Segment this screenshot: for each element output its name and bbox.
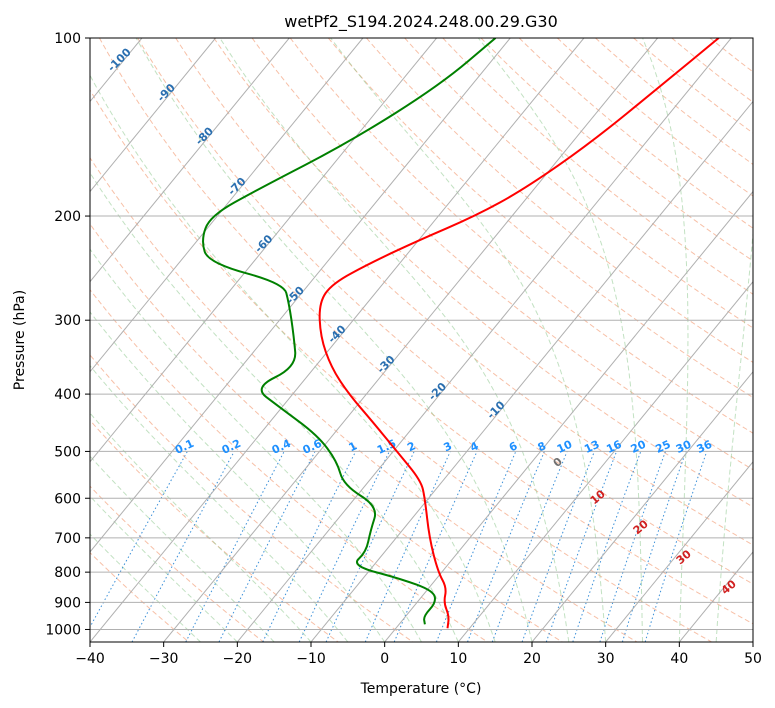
y-axis: 100 200 300 400 500 600 700 800 900 1000 xyxy=(45,31,90,638)
x-axis-label: Temperature (°C) xyxy=(360,681,482,697)
y-tick-label: 200 xyxy=(54,209,81,225)
grid-lines xyxy=(90,38,753,642)
moist-adiabat xyxy=(90,74,496,642)
y-tick-label: 700 xyxy=(54,531,81,547)
mixing-ratio-line xyxy=(467,451,545,642)
y-tick-label: 800 xyxy=(54,565,81,581)
x-tick-label: −20 xyxy=(223,651,253,667)
y-tick-label: 500 xyxy=(54,444,81,460)
moist-adiabat xyxy=(715,228,753,642)
y-tick-label: 300 xyxy=(54,313,81,329)
y-tick-label: 100 xyxy=(54,31,81,47)
x-tick-label: −30 xyxy=(149,651,179,667)
isotherm xyxy=(90,38,216,193)
mixing-ratio-line xyxy=(599,451,666,642)
y-tick-label: 400 xyxy=(54,387,81,403)
dry-adiabat xyxy=(518,38,753,229)
isotherm xyxy=(90,38,511,553)
thermodynamic-background xyxy=(90,38,753,642)
mixing-ratio-line xyxy=(90,451,188,629)
y-tick-label: 1000 xyxy=(45,622,81,638)
dry-adiabat xyxy=(90,156,638,642)
moist-adiabat xyxy=(90,364,349,642)
dewpoint-profile-line xyxy=(202,38,497,625)
mixing-ratio-line xyxy=(644,451,708,642)
x-tick-label: 0 xyxy=(380,651,389,667)
mixing-ratio-line xyxy=(621,451,687,642)
moist-adiabat xyxy=(90,412,312,642)
mixing-ratio-label: 25 xyxy=(653,438,672,456)
isotherm xyxy=(236,38,732,642)
mixing-ratio-line xyxy=(572,451,642,642)
x-axis: −40 −30 −20 −10 0 10 20 30 40 50 xyxy=(75,642,762,667)
x-tick-label: 40 xyxy=(670,651,688,667)
mixing-ratio-label: 30 xyxy=(674,438,694,456)
mixing-ratio-label: 16 xyxy=(604,438,624,456)
isotherm xyxy=(457,280,753,642)
isotherm xyxy=(163,38,658,642)
moist-adiabat xyxy=(330,38,607,642)
plot-frame xyxy=(89,37,754,643)
x-tick-label: 10 xyxy=(449,651,467,667)
x-tick-label: −40 xyxy=(75,651,105,667)
isotherm xyxy=(310,100,753,642)
mixing-ratio-line xyxy=(364,451,451,642)
dry-adiabat xyxy=(366,38,753,363)
dry-adiabat xyxy=(442,38,753,295)
chart-title: wetPf2_S194.2024.248.00.29.G30 xyxy=(284,12,558,32)
moist-adiabat xyxy=(135,38,533,642)
mixing-ratio-label: 13 xyxy=(582,438,601,456)
y-tick-label: 900 xyxy=(54,595,81,611)
y-axis-label: Pressure (hPa) xyxy=(12,290,28,390)
mixing-ratio-label: 20 xyxy=(629,438,649,456)
isotherm xyxy=(531,370,753,642)
isotherm xyxy=(384,190,753,642)
moist-adiabat xyxy=(90,248,422,642)
isotherm xyxy=(90,38,364,373)
moist-adiabat xyxy=(90,311,386,642)
dry-adiabat xyxy=(556,38,753,197)
isotherm xyxy=(605,461,753,642)
mixing-ratio-line xyxy=(545,451,618,642)
dry-adiabat xyxy=(328,38,753,399)
dry-adiabat xyxy=(251,38,753,471)
x-tick-label: 20 xyxy=(523,651,541,667)
moist-adiabat xyxy=(642,38,689,642)
mixing-ratio-line xyxy=(435,451,517,642)
isotherm xyxy=(90,38,290,283)
x-tick-label: 30 xyxy=(597,651,615,667)
temperature-profile-line xyxy=(318,38,720,629)
mixing-ratio-line xyxy=(131,451,235,642)
moist-adiabat xyxy=(477,38,643,642)
dry-adiabat xyxy=(90,223,563,642)
mixing-ratio-label: 36 xyxy=(695,438,715,456)
y-tick-label: 600 xyxy=(54,491,81,507)
mixing-ratio-line xyxy=(521,451,595,642)
profile-series xyxy=(202,38,720,629)
dry-adiabat xyxy=(98,38,753,625)
mixing-ratio-line xyxy=(491,451,568,642)
isotherm xyxy=(90,38,585,642)
x-tick-label: 50 xyxy=(744,651,762,667)
moist-adiabat xyxy=(90,171,459,642)
mixing-ratio-label: 10 xyxy=(555,438,575,456)
x-tick-label: −10 xyxy=(296,651,326,667)
moist-adiabat xyxy=(219,38,570,642)
mixing-ratio-line xyxy=(218,451,316,642)
